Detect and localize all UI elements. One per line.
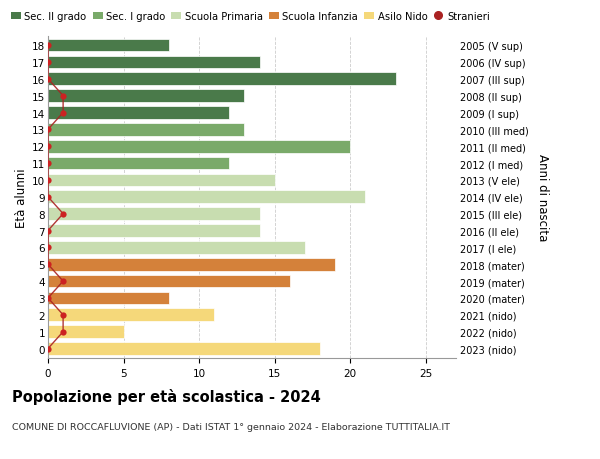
Bar xyxy=(48,342,320,355)
Bar xyxy=(48,73,395,86)
Bar xyxy=(48,275,290,288)
Bar xyxy=(48,292,169,305)
Legend: Sec. II grado, Sec. I grado, Scuola Primaria, Scuola Infanzia, Asilo Nido, Stran: Sec. II grado, Sec. I grado, Scuola Prim… xyxy=(11,12,490,22)
Text: COMUNE DI ROCCAFLUVIONE (AP) - Dati ISTAT 1° gennaio 2024 - Elaborazione TUTTITA: COMUNE DI ROCCAFLUVIONE (AP) - Dati ISTA… xyxy=(12,422,450,431)
Bar xyxy=(48,90,244,103)
Bar xyxy=(48,208,260,220)
Text: Popolazione per età scolastica - 2024: Popolazione per età scolastica - 2024 xyxy=(12,388,321,404)
Bar xyxy=(48,56,260,69)
Bar xyxy=(48,258,335,271)
Y-axis label: Anni di nascita: Anni di nascita xyxy=(536,154,549,241)
Bar xyxy=(48,241,305,254)
Bar xyxy=(48,309,214,321)
Y-axis label: Età alunni: Età alunni xyxy=(15,168,28,227)
Bar xyxy=(48,39,169,52)
Bar xyxy=(48,225,260,237)
Bar xyxy=(48,325,124,338)
Bar xyxy=(48,174,275,187)
Bar xyxy=(48,124,244,136)
Bar xyxy=(48,107,229,119)
Bar xyxy=(48,191,365,204)
Bar xyxy=(48,157,229,170)
Bar xyxy=(48,140,350,153)
